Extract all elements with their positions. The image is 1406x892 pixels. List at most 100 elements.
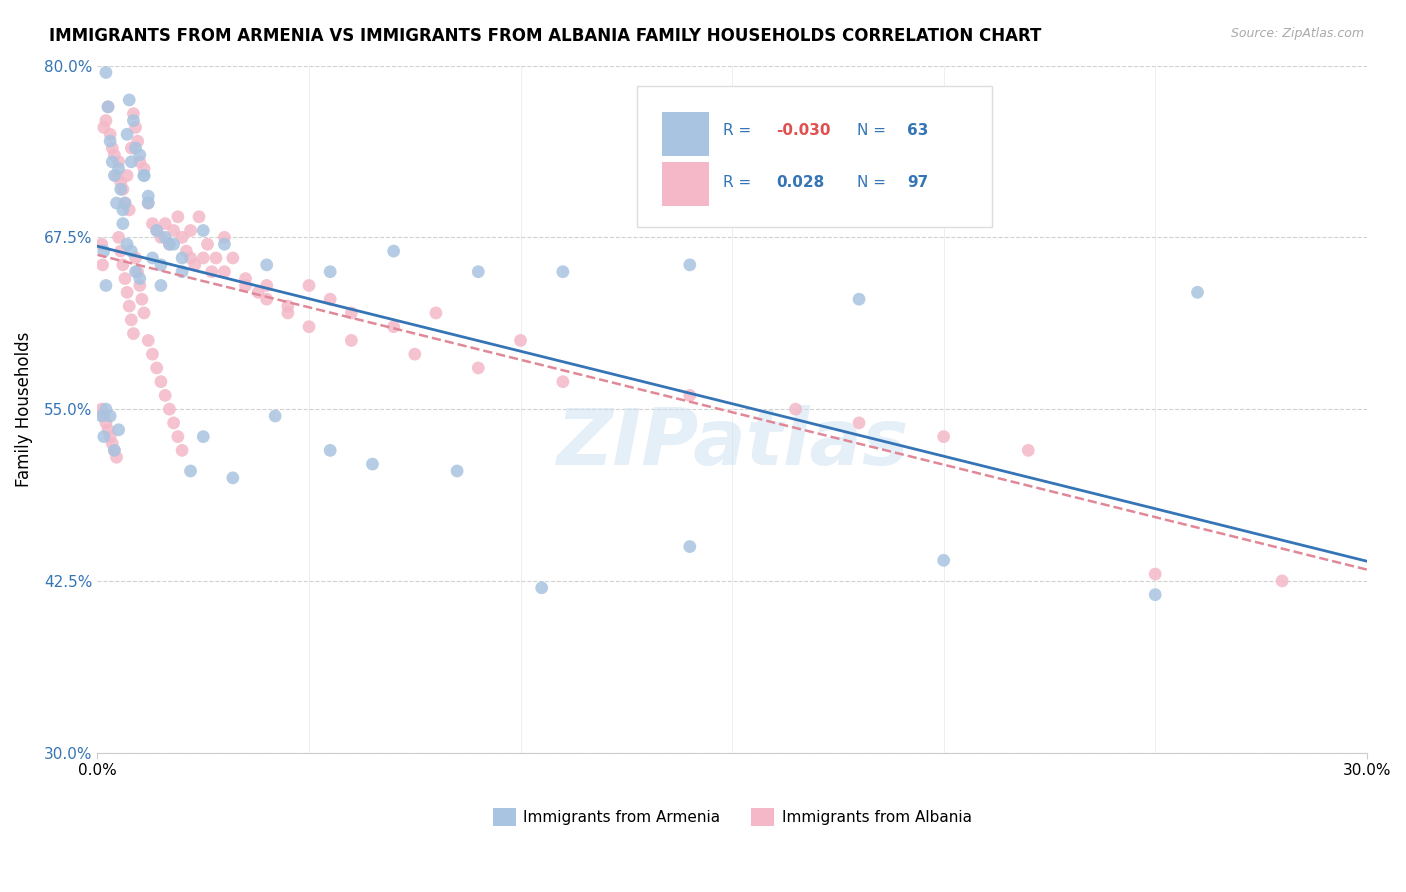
Point: [124, 120, 146, 135]
Point: [114, 196, 136, 211]
Point: [298, 319, 321, 334]
Point: [93, 409, 115, 423]
Point: [467, 360, 489, 375]
Point: [141, 347, 163, 361]
Point: [848, 416, 870, 430]
Point: [111, 258, 134, 272]
Point: [93, 429, 115, 443]
Point: [115, 285, 138, 300]
Point: [101, 141, 124, 155]
Point: [94, 65, 117, 79]
Point: [184, 258, 207, 272]
Point: [404, 347, 426, 361]
Point: [111, 182, 134, 196]
Point: [509, 334, 531, 348]
Point: [382, 244, 405, 259]
Point: [94, 416, 117, 430]
Point: [127, 134, 149, 148]
Point: [1144, 567, 1167, 582]
Point: [180, 223, 202, 237]
Point: [120, 244, 142, 259]
Point: [98, 128, 121, 142]
Point: [214, 237, 236, 252]
Point: [132, 169, 155, 183]
Point: [319, 443, 342, 458]
Point: [115, 128, 138, 142]
Point: [103, 169, 125, 183]
Point: [247, 285, 270, 300]
Point: [118, 93, 141, 107]
Point: [115, 169, 138, 183]
Point: [131, 292, 153, 306]
Point: [118, 299, 141, 313]
Point: [132, 161, 155, 176]
Point: [214, 230, 236, 244]
Point: [122, 326, 145, 341]
Point: [90, 237, 112, 252]
Point: [319, 292, 342, 306]
Point: [172, 265, 194, 279]
Point: [91, 258, 114, 272]
Point: [111, 217, 134, 231]
Point: [107, 154, 129, 169]
Point: [103, 443, 125, 458]
Point: [157, 237, 180, 252]
Text: 63: 63: [907, 123, 928, 138]
Point: [340, 334, 363, 348]
Point: [167, 429, 190, 443]
Point: [90, 409, 112, 423]
Point: [256, 258, 278, 272]
Point: [97, 100, 120, 114]
Point: [145, 223, 167, 237]
Text: -0.030: -0.030: [776, 123, 831, 138]
Point: [98, 134, 121, 148]
Point: [162, 416, 184, 430]
Point: [128, 271, 150, 285]
Point: [180, 251, 202, 265]
Point: [141, 251, 163, 265]
Point: [180, 464, 202, 478]
Text: 0.028: 0.028: [776, 175, 825, 190]
Point: [145, 360, 167, 375]
Point: [101, 436, 124, 450]
Point: [193, 223, 215, 237]
Point: [103, 148, 125, 162]
Point: [127, 265, 149, 279]
Point: [205, 251, 228, 265]
Point: [141, 217, 163, 231]
Point: [425, 306, 447, 320]
Point: [120, 141, 142, 155]
Point: [167, 210, 190, 224]
Point: [193, 251, 215, 265]
Point: [264, 409, 287, 423]
Point: [848, 292, 870, 306]
Point: [97, 100, 120, 114]
Point: [382, 319, 405, 334]
Point: [679, 258, 702, 272]
Point: [197, 237, 219, 252]
Point: [298, 278, 321, 293]
Point: [107, 423, 129, 437]
Point: [128, 148, 150, 162]
Point: [124, 251, 146, 265]
Point: [149, 278, 172, 293]
FancyBboxPatch shape: [637, 87, 993, 227]
Point: [172, 230, 194, 244]
Point: [120, 313, 142, 327]
Point: [98, 409, 121, 423]
Point: [157, 402, 180, 417]
Point: [105, 169, 128, 183]
Legend: Immigrants from Armenia, Immigrants from Albania: Immigrants from Armenia, Immigrants from…: [486, 802, 977, 832]
Text: R =: R =: [723, 123, 756, 138]
Point: [172, 443, 194, 458]
Point: [679, 388, 702, 402]
Y-axis label: Family Households: Family Households: [15, 332, 32, 487]
Point: [107, 161, 129, 176]
Point: [105, 450, 128, 465]
Point: [340, 306, 363, 320]
Point: [162, 237, 184, 252]
Point: [136, 196, 159, 211]
Point: [105, 196, 128, 211]
Point: [1017, 443, 1039, 458]
Point: [235, 271, 257, 285]
